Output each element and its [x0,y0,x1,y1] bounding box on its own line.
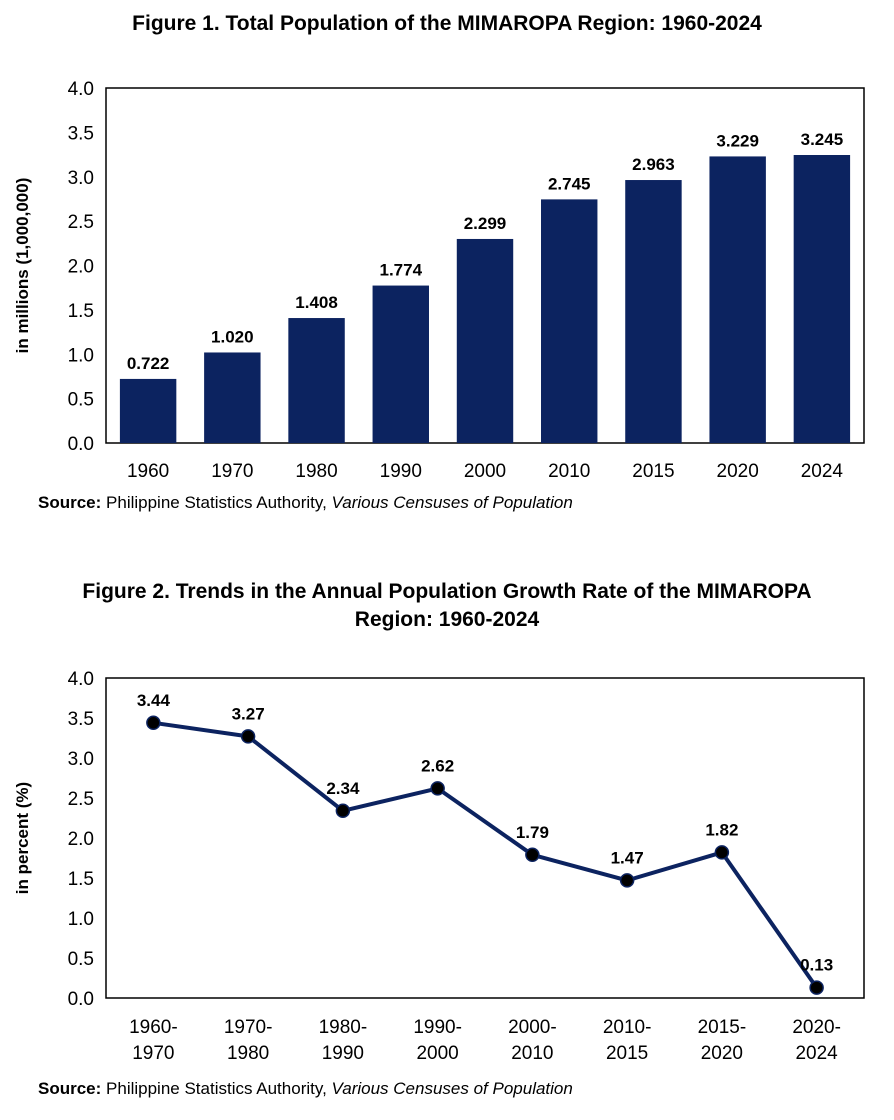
data-point [619,873,635,888]
data-label: 0.13 [800,956,833,975]
data-label: 1.47 [611,848,644,867]
data-label: 1.82 [705,820,738,839]
data-label: 3.245 [801,130,844,149]
data-label: 1.774 [380,261,423,280]
growth-rate-line [153,720,819,989]
data-point [240,729,256,744]
bar [625,180,682,443]
x-tick-label-line-2: 2000 [416,1043,458,1064]
source-italic: Various Censuses of Population [331,493,573,512]
x-tick-label: 2020 [717,461,759,482]
y-tick-label: 2.5 [68,212,94,233]
y-axis-label: in percent (%) [13,782,32,894]
plot-frame [105,677,865,999]
x-tick-label: 2015 [632,461,674,482]
figure-2-source: Source: Philippine Statistics Authority,… [38,1079,573,1099]
data-point [335,803,351,819]
data-label: 1.79 [516,823,549,842]
data-label: 2.745 [548,174,591,193]
bar [541,199,598,443]
data-label: 3.44 [137,691,171,710]
source-label: Source: [38,1079,102,1098]
x-tick-label-line-2: 2015 [606,1043,648,1064]
figure-1-source: Source: Philippine Statistics Authority,… [38,493,573,513]
data-label: 1.408 [295,293,338,312]
data-point [809,980,824,995]
x-tick-label-line-2: 1980 [227,1043,269,1064]
data-label: 2.62 [421,756,454,775]
figure-2-title: Figure 2. Trends in the Annual Populatio… [0,578,894,634]
data-point [430,781,445,796]
growth-rate-line-chart: 0.0 0.5 1.0 1.5 2.0 2.5 3.0 3.5 4.0 3.44 1960- 1970… [13,669,865,1064]
y-tick-label: 1.5 [68,301,94,322]
data-point [714,845,730,860]
bar [709,156,766,443]
population-bar-chart: 0.0 0.5 1.0 1.5 2.0 2.5 3.0 3.5 4.0 0.722 1960 1.02… [13,79,865,482]
x-tick-label-line-1: 2020- [792,1017,841,1038]
x-tick-label: 1990 [380,461,422,482]
figure-1-title: Figure 1. Total Population of the MIMARO… [132,12,762,35]
y-tick-label: 1.0 [68,345,94,366]
data-label: 2.963 [632,155,675,174]
y-tick-label: 3.5 [68,123,94,144]
y-tick-label: 0.0 [68,989,94,1010]
figure-2-title-line-1: Figure 2. Trends in the Annual Populatio… [82,580,812,603]
y-tick-label: 4.0 [68,79,94,100]
y-tick-label: 2.5 [68,789,94,810]
source-label: Source: [38,493,102,512]
x-tick-label: 1960 [127,461,169,482]
x-tick-label-line-1: 2015- [698,1017,747,1038]
x-tick-label-line-1: 1960- [129,1017,178,1038]
bar [793,155,851,443]
x-tick-label-line-1: 1980- [319,1017,368,1038]
x-tick-label-line-2: 2010 [511,1043,553,1064]
x-tick-label-line-1: 1990- [413,1017,462,1038]
x-tick-label-line-2: 2020 [701,1043,743,1064]
y-tick-label: 3.0 [68,168,94,189]
data-point [146,715,161,731]
data-label: 2.299 [464,214,507,233]
x-tick-label-line-2: 2024 [795,1043,838,1064]
x-tick-label: 1980 [295,461,337,482]
y-tick-label: 4.0 [68,669,94,690]
figure-2-title-line-2: Region: 1960-2024 [354,608,540,631]
y-tick-label: 1.0 [68,909,94,930]
x-tick-label-line-2: 1990 [322,1043,364,1064]
x-tick-label: 2010 [548,461,590,482]
source-text: Philippine Statistics Authority, [101,493,332,512]
source-text: Philippine Statistics Authority, [101,1079,332,1098]
y-tick-label: 2.0 [68,829,94,850]
data-label: 3.229 [716,131,759,150]
data-label: 0.722 [127,354,170,373]
bar [204,352,261,443]
y-tick-label: 3.0 [68,749,94,770]
y-tick-label: 0.5 [68,390,94,411]
bar [119,378,177,443]
y-axis-label: in millions (1,000,000) [13,178,32,354]
x-tick-label-line-1: 2010- [603,1017,652,1038]
data-point [525,847,540,863]
bar [372,285,429,443]
y-tick-label: 1.5 [68,869,94,890]
x-tick-label-line-1: 1970- [224,1017,273,1038]
x-tick-label-line-2: 1970 [132,1043,174,1064]
x-tick-label: 2024 [801,461,844,482]
y-tick-label: 2.0 [68,257,94,278]
bar [288,318,345,443]
data-label: 1.020 [211,327,254,346]
x-tick-label: 2000 [464,461,506,482]
y-tick-label: 0.0 [68,434,94,455]
y-tick-label: 0.5 [68,949,94,970]
bar [456,238,514,443]
x-tick-label: 1970 [211,461,253,482]
y-tick-label: 3.5 [68,709,94,730]
x-tick-label-line-1: 2000- [508,1017,557,1038]
data-label: 2.34 [326,779,360,798]
source-italic: Various Censuses of Population [331,1079,573,1098]
data-label: 3.27 [232,704,265,723]
